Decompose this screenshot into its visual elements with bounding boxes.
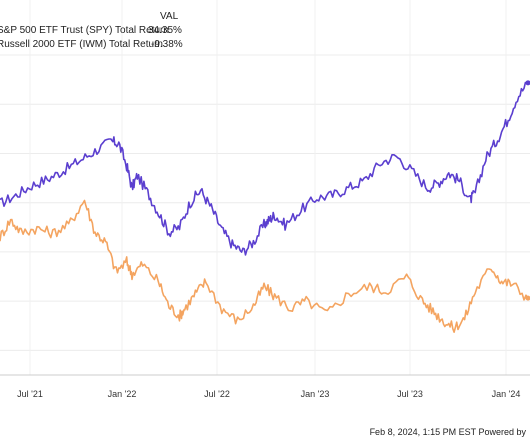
x-tick-label-1: Jan '22 bbox=[108, 389, 137, 399]
legend: VAL S&P 500 ETF Trust (SPY) Total Return… bbox=[0, 11, 183, 50]
legend-label-iwm: Russell 2000 ETF (IWM) Total Return bbox=[0, 39, 163, 50]
x-tick-label-3: Jan '23 bbox=[301, 389, 330, 399]
legend-label-spy: S&P 500 ETF Trust (SPY) Total Return bbox=[0, 25, 169, 36]
legend-value-iwm: -9.38% bbox=[151, 39, 183, 50]
series-end-point-iwm bbox=[525, 295, 530, 301]
x-tick-label-0: Jul '21 bbox=[17, 389, 43, 399]
grid bbox=[0, 0, 530, 376]
series-end-point-spy bbox=[525, 80, 530, 86]
x-axis-ticks: Jul '21 Jan '22 Jul '22 Jan '23 Jul '23 Jan '… bbox=[17, 389, 520, 399]
legend-value-spy: 34.35% bbox=[148, 25, 182, 36]
series-line-iwm bbox=[0, 199, 529, 334]
x-tick-label-2: Jul '22 bbox=[204, 389, 230, 399]
x-tick-label-4: Jul '23 bbox=[397, 389, 423, 399]
series-line-spy bbox=[0, 81, 529, 256]
series-lines bbox=[0, 80, 530, 334]
footer-timestamp: Feb 8, 2024, 1:15 PM EST Powered by bbox=[370, 427, 527, 437]
legend-header: VAL bbox=[160, 11, 179, 22]
x-tick-label-5: Jan '24 bbox=[492, 389, 521, 399]
